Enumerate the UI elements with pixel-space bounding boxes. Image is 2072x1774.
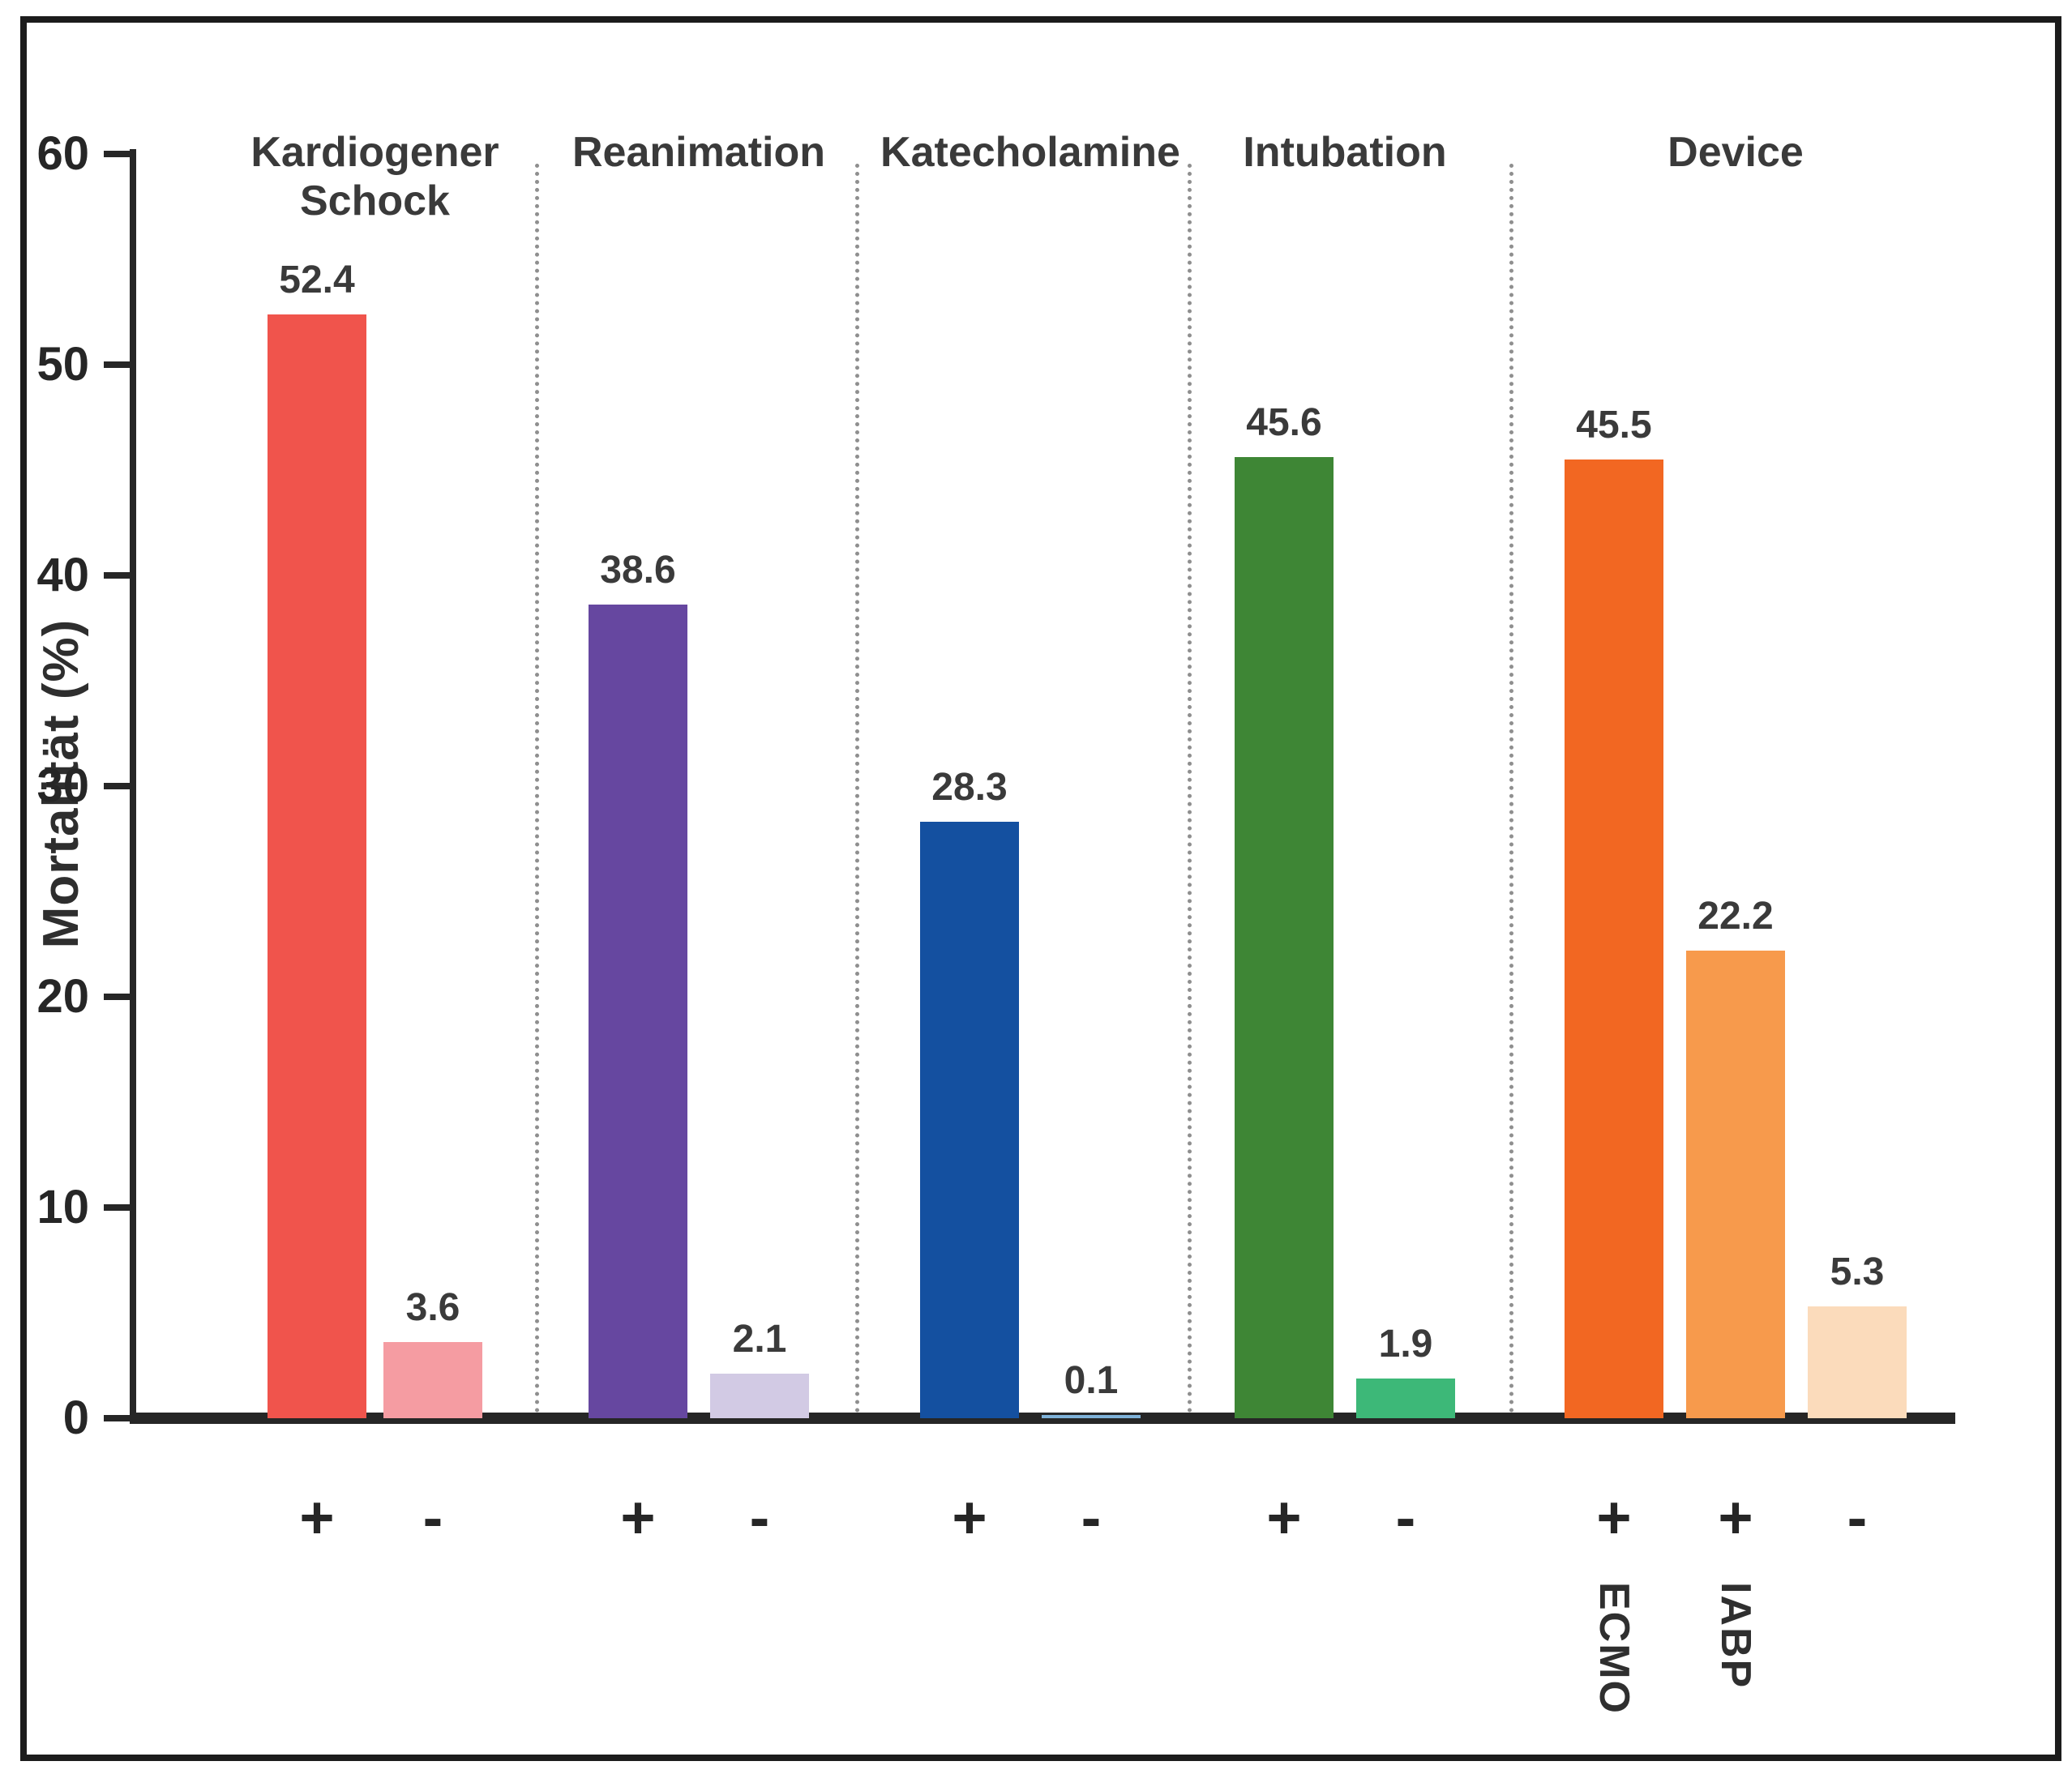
y-tick-label: 50: [36, 338, 89, 391]
bar: [383, 1342, 482, 1418]
y-axis-line: [130, 149, 136, 1424]
group-divider: [1509, 164, 1513, 1413]
bar-value-label: 45.6: [1246, 401, 1322, 445]
bar-value-label: 1.9: [1378, 1322, 1433, 1366]
group-header: Kardiogener Schock: [250, 129, 499, 224]
bar: [268, 314, 366, 1418]
x-tick-sign: +: [952, 1484, 987, 1551]
bar: [1808, 1306, 1907, 1418]
x-axis-line: [130, 1413, 1955, 1424]
y-tick-label: 0: [62, 1391, 89, 1444]
bar: [710, 1374, 809, 1418]
x-tick-sign: +: [1266, 1484, 1302, 1551]
bar: [589, 605, 687, 1418]
x-tick-sign: -: [1081, 1484, 1102, 1551]
x-tick-sign: -: [1847, 1484, 1868, 1551]
bar-value-label: 0.1: [1064, 1359, 1119, 1402]
y-tick-mark: [104, 151, 130, 157]
y-tick-label: 10: [36, 1181, 89, 1233]
y-tick-label: 60: [36, 127, 89, 180]
bar: [1235, 457, 1334, 1418]
x-tick-sign: -: [749, 1484, 770, 1551]
group-header: Device: [1667, 129, 1804, 176]
y-tick-mark: [104, 1415, 130, 1421]
x-tick-sign: -: [422, 1484, 443, 1551]
x-tick-sign: -: [1395, 1484, 1416, 1551]
bar-value-label: 45.5: [1576, 404, 1652, 447]
y-tick-label: 20: [36, 970, 89, 1023]
bar-value-label: 22.2: [1697, 894, 1774, 938]
group-divider: [1188, 164, 1192, 1413]
y-tick-label: 30: [36, 759, 89, 812]
x-tick-sign: +: [299, 1484, 335, 1551]
y-tick-mark: [104, 361, 130, 368]
group-divider: [535, 164, 539, 1413]
bar-value-label: 2.1: [732, 1318, 787, 1361]
y-tick-mark: [104, 783, 130, 789]
y-tick-mark: [104, 1204, 130, 1211]
y-tick-label: 40: [36, 549, 89, 601]
x-tick-sign: +: [1596, 1484, 1632, 1551]
bar-value-label: 38.6: [600, 549, 676, 592]
bar: [1686, 950, 1785, 1418]
bar-value-label: 28.3: [931, 766, 1008, 810]
bar: [920, 822, 1019, 1418]
group-header: Katecholamine: [880, 129, 1180, 176]
group-header: Intubation: [1243, 129, 1447, 176]
y-tick-mark: [104, 994, 130, 1000]
bar-value-label: 3.6: [405, 1286, 460, 1330]
bar-value-label: 52.4: [279, 258, 355, 301]
bar-value-label: 5.3: [1830, 1250, 1885, 1294]
bar: [1042, 1415, 1141, 1418]
bar: [1356, 1378, 1455, 1418]
group-header: Reanimation: [572, 129, 826, 176]
x-tick-sign: +: [1718, 1484, 1753, 1551]
x-tick-sign: +: [620, 1484, 656, 1551]
bar: [1565, 460, 1663, 1418]
x-tick-rotated-label: ECMO: [1590, 1582, 1637, 1715]
x-tick-rotated-label: IABP: [1712, 1582, 1759, 1690]
y-tick-mark: [104, 572, 130, 579]
group-divider: [855, 164, 859, 1413]
